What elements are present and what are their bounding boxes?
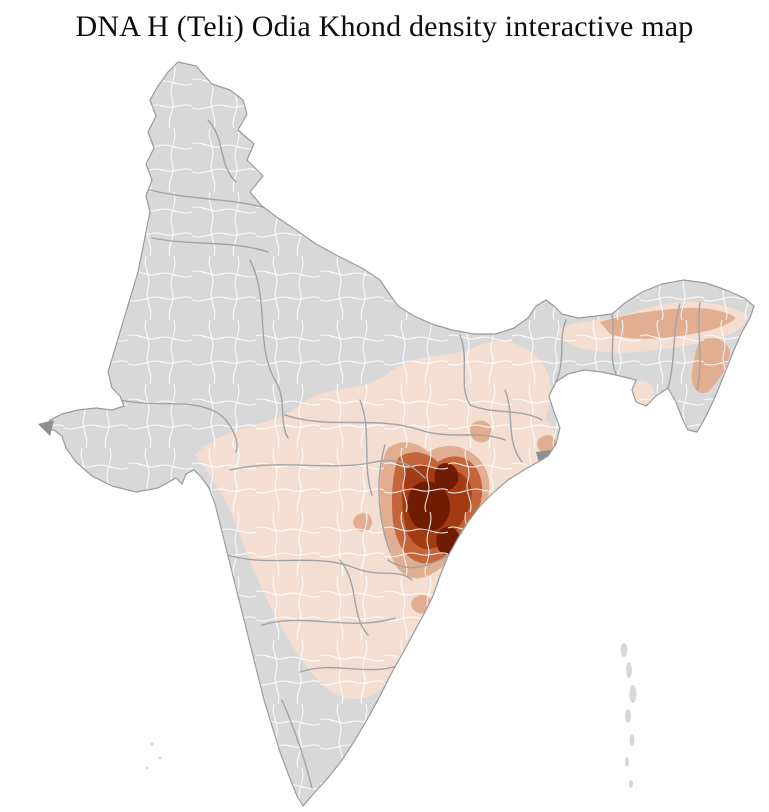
andaman-nicobar-islands[interactable] <box>620 643 637 788</box>
india-outline <box>45 61 755 807</box>
lakshadweep-islands[interactable] <box>145 742 162 770</box>
state-borders <box>119 119 701 789</box>
kutch-west-sliver <box>38 420 54 436</box>
page-title: DNA H (Teli) Odia Khond density interact… <box>75 10 694 43</box>
